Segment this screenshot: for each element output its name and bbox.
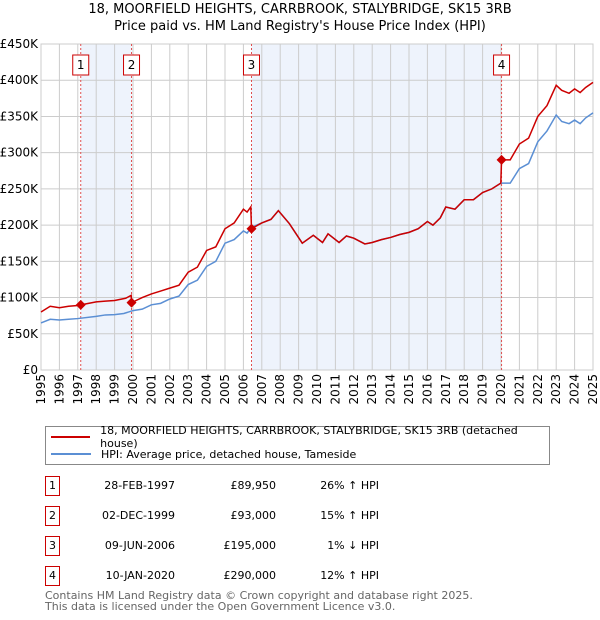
x-tick-label: 2011 [328, 374, 342, 405]
sale-label-box [72, 54, 90, 76]
sale-price: £93,000 [230, 509, 277, 522]
x-tick-label: 2020 [494, 374, 508, 405]
sale-point [126, 297, 137, 308]
price-chart: 1995 1996 1997 1998 1999 2000 2001 2002 2003 2004… [0, 37, 600, 405]
x-tick-label: 2010 [310, 374, 324, 405]
x-tick-label: 2014 [384, 374, 398, 405]
x-tick-label: 2008 [273, 374, 287, 405]
sale-label-box [242, 54, 260, 76]
sale-point [496, 154, 507, 165]
x-tick-label: 2015 [402, 374, 416, 405]
x-tick-label: 2016 [420, 374, 434, 405]
sale-hpi-diff: 12% ↑ HPI [320, 569, 379, 582]
sale-price: £89,950 [230, 479, 277, 492]
y-tick-label: £450K [0, 37, 39, 51]
y-tick-label: £0 [23, 363, 38, 377]
y-tick-label: £300K [0, 146, 39, 160]
x-tick-label: 2005 [218, 374, 232, 405]
plot-frame [40, 43, 594, 371]
y-tick-label: £400K [0, 73, 39, 87]
sale-number: 3 [45, 536, 60, 556]
x-tick-label: 2019 [476, 374, 490, 405]
shaded-period [251, 44, 502, 370]
sale-date: 02-DEC-1999 [101, 509, 175, 522]
sale-label: 1 [77, 58, 85, 72]
y-tick-label: £50K [7, 327, 39, 341]
x-tick-label: 2007 [255, 374, 269, 405]
x-tick-label: 2003 [181, 374, 195, 405]
legend-swatch-blue [51, 453, 91, 455]
x-tick-label: 1996 [52, 374, 66, 405]
y-tick-label: £150K [0, 254, 39, 268]
sale-date: 28-FEB-1997 [104, 479, 175, 492]
sale-number: 2 [45, 506, 60, 526]
sale-price: £290,000 [223, 569, 277, 582]
y-tick-label: £350K [0, 109, 39, 123]
sale-label: 4 [498, 58, 506, 72]
legend-label: HPI: Average price, detached house, Tame… [101, 447, 357, 461]
footer-licence: This data is licensed under the Open Gov… [45, 600, 396, 613]
y-tick-label: £250K [0, 182, 39, 196]
sale-hpi-diff: 1% ↓ HPI [327, 539, 379, 552]
x-tick-label: 1997 [71, 374, 85, 405]
x-tick-label: 1999 [108, 374, 122, 405]
x-tick-label: 2012 [347, 374, 361, 405]
sale-point [75, 299, 86, 310]
shaded-period [80, 44, 132, 370]
y-tick-label: £200K [0, 218, 39, 232]
x-tick-label: 2006 [236, 374, 250, 405]
x-tick-label: 1998 [89, 374, 103, 405]
sale-label: 2 [128, 58, 136, 72]
sale-hpi-diff: 15% ↑ HPI [320, 509, 379, 522]
sale-row: 1 28-FEB-1997 £89,950 26% ↑ HPI [45, 476, 565, 496]
x-tick-label: 2004 [200, 374, 214, 405]
x-tick-label: 2024 [568, 374, 582, 405]
chart-subtitle: Price paid vs. HM Land Registry's House … [114, 19, 486, 34]
x-tick-label: 2002 [163, 374, 177, 405]
x-tick-label: 2000 [126, 374, 140, 405]
sale-date: 09-JUN-2006 [104, 539, 175, 552]
sale-row: 4 10-JAN-2020 £290,000 12% ↑ HPI [45, 566, 565, 586]
sale-price: £195,000 [223, 539, 277, 552]
legend: 18, MOORFIELD HEIGHTS, CARRBROOK, STALYB… [45, 424, 550, 465]
sale-row: 3 09-JUN-2006 £195,000 1% ↓ HPI [45, 536, 565, 556]
x-tick-label: 2013 [365, 374, 379, 405]
legend-item-property: 18, MOORFIELD HEIGHTS, CARRBROOK, STALYB… [51, 424, 549, 450]
sale-label: 3 [248, 58, 256, 72]
sale-row: 2 02-DEC-1999 £93,000 15% ↑ HPI [45, 506, 565, 526]
legend-swatch-red [51, 436, 91, 438]
x-tick-label: 2018 [457, 374, 471, 405]
legend-label: 18, MOORFIELD HEIGHTS, CARRBROOK, STALYB… [100, 424, 518, 450]
x-tick-label: 2001 [144, 374, 158, 405]
x-tick-label: 2023 [549, 374, 563, 405]
footer-copyright: Contains HM Land Registry data © Crown c… [45, 589, 473, 602]
sale-label-box [493, 54, 511, 76]
legend-item-hpi: HPI: Average price, detached house, Tame… [51, 446, 356, 462]
y-tick-label: £100K [0, 291, 39, 305]
sale-label-box [123, 54, 141, 76]
x-tick-label: 2025 [586, 374, 600, 405]
sale-hpi-diff: 26% ↑ HPI [320, 479, 379, 492]
x-tick-label: 2017 [439, 374, 453, 405]
x-tick-label: 1995 [34, 374, 48, 405]
chart-title: 18, MOORFIELD HEIGHTS, CARRBROOK, STALYB… [88, 2, 512, 17]
x-tick-label: 2021 [512, 374, 526, 405]
sale-number: 1 [45, 476, 60, 496]
x-tick-label: 2009 [292, 374, 306, 405]
sale-number: 4 [45, 566, 60, 586]
sale-date: 10-JAN-2020 [105, 569, 175, 582]
x-tick-label: 2022 [531, 374, 545, 405]
sale-point [246, 223, 257, 234]
